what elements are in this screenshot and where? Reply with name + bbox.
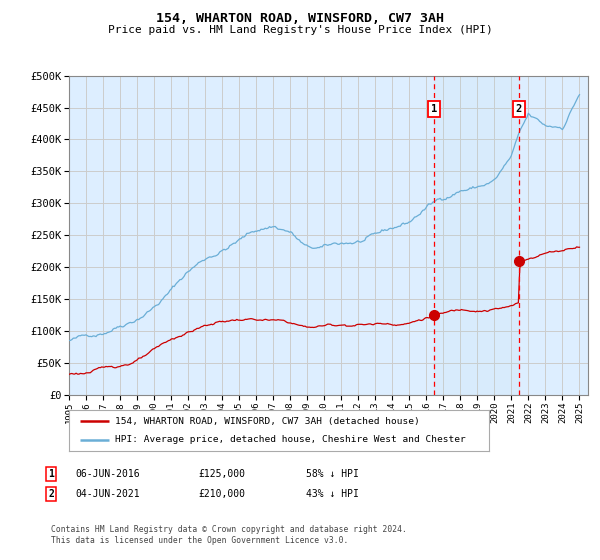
- Text: 1: 1: [431, 104, 437, 114]
- Text: 43% ↓ HPI: 43% ↓ HPI: [306, 489, 359, 499]
- Text: 58% ↓ HPI: 58% ↓ HPI: [306, 469, 359, 479]
- Text: 1: 1: [48, 469, 54, 479]
- Text: 2: 2: [48, 489, 54, 499]
- Text: Price paid vs. HM Land Registry's House Price Index (HPI): Price paid vs. HM Land Registry's House …: [107, 25, 493, 35]
- Text: 04-JUN-2021: 04-JUN-2021: [75, 489, 140, 499]
- Text: HPI: Average price, detached house, Cheshire West and Chester: HPI: Average price, detached house, Ches…: [115, 436, 466, 445]
- Text: £125,000: £125,000: [198, 469, 245, 479]
- Text: Contains HM Land Registry data © Crown copyright and database right 2024.
This d: Contains HM Land Registry data © Crown c…: [51, 525, 407, 545]
- Text: 2: 2: [515, 104, 522, 114]
- Text: 154, WHARTON ROAD, WINSFORD, CW7 3AH: 154, WHARTON ROAD, WINSFORD, CW7 3AH: [156, 12, 444, 25]
- Text: 06-JUN-2016: 06-JUN-2016: [75, 469, 140, 479]
- Text: £210,000: £210,000: [198, 489, 245, 499]
- Text: 154, WHARTON ROAD, WINSFORD, CW7 3AH (detached house): 154, WHARTON ROAD, WINSFORD, CW7 3AH (de…: [115, 417, 420, 426]
- Bar: [434, 76, 519, 395]
